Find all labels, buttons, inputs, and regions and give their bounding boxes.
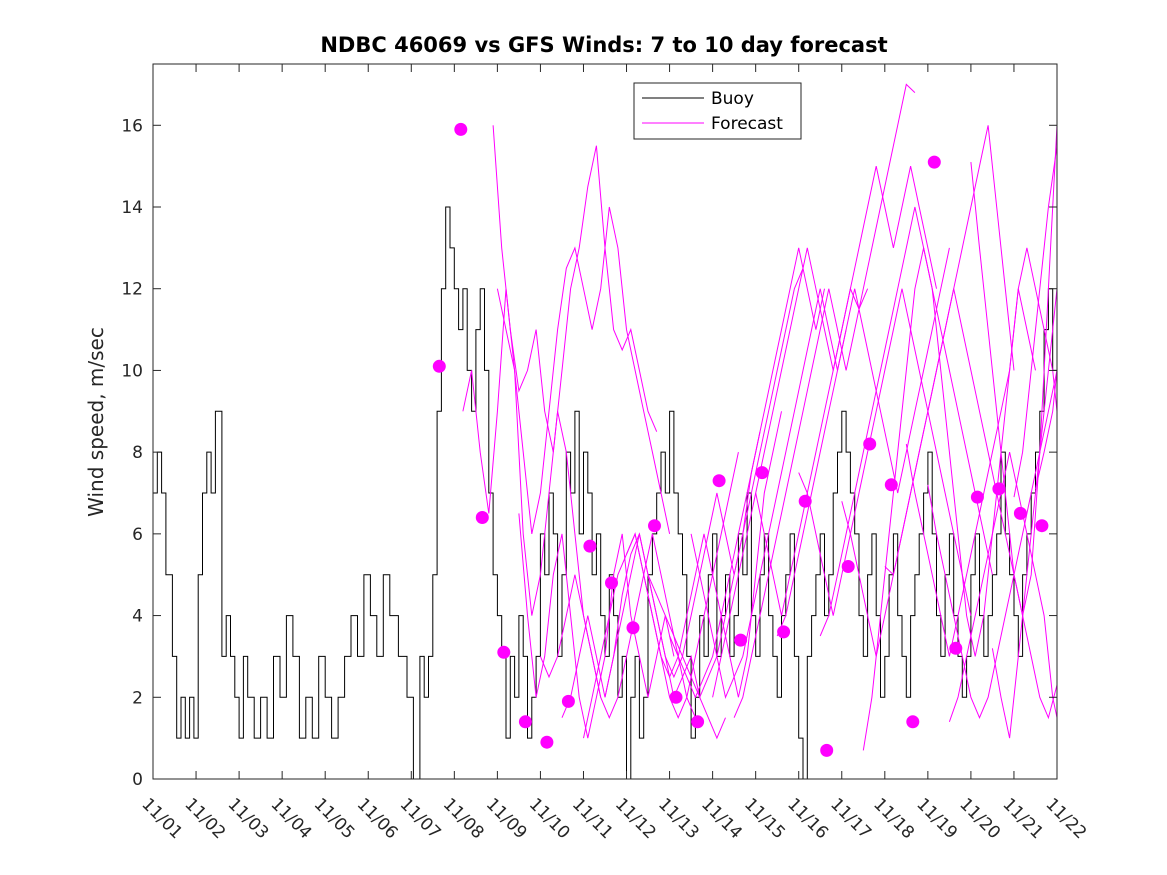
y-axis-label: Wind speed, m/sec [84, 327, 108, 517]
forecast-marker [949, 641, 963, 655]
forecast-series-line-12 [690, 288, 847, 699]
forecast-marker [798, 494, 812, 508]
forecast-marker [605, 576, 618, 590]
forecast-marker [734, 633, 748, 647]
forecast-marker [475, 511, 489, 524]
forecast-series-line-10 [647, 268, 804, 699]
legend: Buoy Forecast [633, 82, 802, 140]
forecast-marker [970, 490, 984, 504]
chart-title: NDBC 46069 vs GFS Winds: 7 to 10 day for… [320, 33, 887, 57]
forecast-marker [884, 478, 898, 492]
forecast-series-line-11 [669, 247, 825, 699]
forecast-marker [841, 560, 855, 573]
forecast-series-line-23 [927, 370, 1058, 719]
forecast-series-line-4 [518, 513, 675, 739]
forecast-series-line-1 [492, 125, 658, 453]
forecast-series-line-9 [626, 411, 782, 698]
forecast-series-line-21 [884, 125, 1058, 616]
y-tick-label: 14 [121, 198, 143, 218]
forecast-series-line-15 [755, 165, 937, 616]
legend-box [633, 82, 802, 140]
forecast-marker [561, 694, 575, 708]
forecast-marker [669, 690, 683, 704]
forecast-marker [1013, 506, 1027, 520]
forecast-series-line-28 [1035, 370, 1058, 490]
forecast-marker [626, 621, 640, 635]
plot-area [152, 63, 1058, 780]
forecast-marker [518, 715, 532, 729]
legend-buoy-label: Buoy [711, 89, 754, 109]
forecast-marker [432, 359, 446, 373]
marker-layer [432, 122, 1049, 757]
forecast-series-line-27 [1013, 145, 1058, 498]
forecast-series-line-3 [462, 288, 602, 698]
forecast-series-line-25 [970, 162, 1058, 720]
forecast-marker [927, 155, 941, 169]
forecast-marker [777, 625, 791, 639]
y-tick-label: 8 [132, 443, 143, 463]
forecast-series-line-5 [539, 533, 696, 719]
forecast-marker [906, 715, 920, 729]
axes-box [152, 63, 1058, 780]
forecast-marker [497, 645, 511, 659]
forecast-marker [583, 539, 597, 553]
forecast-marker [648, 519, 661, 533]
y-tick-label: 6 [132, 525, 143, 545]
forecast-marker [1035, 519, 1049, 533]
y-axis-ticks: 0 2 4 6 8 10 12 14 16 [121, 116, 1057, 790]
y-tick-label: 4 [132, 607, 143, 627]
forecast-marker [992, 482, 1006, 496]
forecast-series-line-24 [948, 451, 1058, 722]
forecast-series-line-17 [798, 288, 972, 616]
forecast-series-line-18 [819, 206, 993, 637]
legend-forecast-label: Forecast [711, 114, 783, 134]
forecast-marker [540, 735, 554, 749]
forecast-marker [454, 122, 468, 136]
forecast-marker [863, 437, 877, 451]
forecast-series-line-16 [776, 247, 950, 637]
forecast-marker [755, 466, 769, 480]
y-tick-label: 16 [121, 116, 143, 136]
y-tick-label: 2 [132, 688, 143, 708]
forecast-series-line-14 [733, 83, 916, 718]
y-tick-label: 10 [121, 361, 143, 381]
forecast-marker [712, 474, 726, 488]
forecast-series-line-26 [991, 288, 1058, 739]
forecast-series-line-22 [905, 247, 1058, 657]
axes-background [153, 64, 1057, 779]
forecast-series-line-20 [862, 247, 1036, 751]
forecast-marker [691, 715, 705, 729]
forecast-layer [462, 83, 1058, 751]
y-tick-label: 12 [121, 280, 143, 300]
forecast-series-line-2 [496, 206, 671, 535]
y-tick-label: 0 [132, 770, 143, 790]
forecast-marker [820, 743, 834, 757]
